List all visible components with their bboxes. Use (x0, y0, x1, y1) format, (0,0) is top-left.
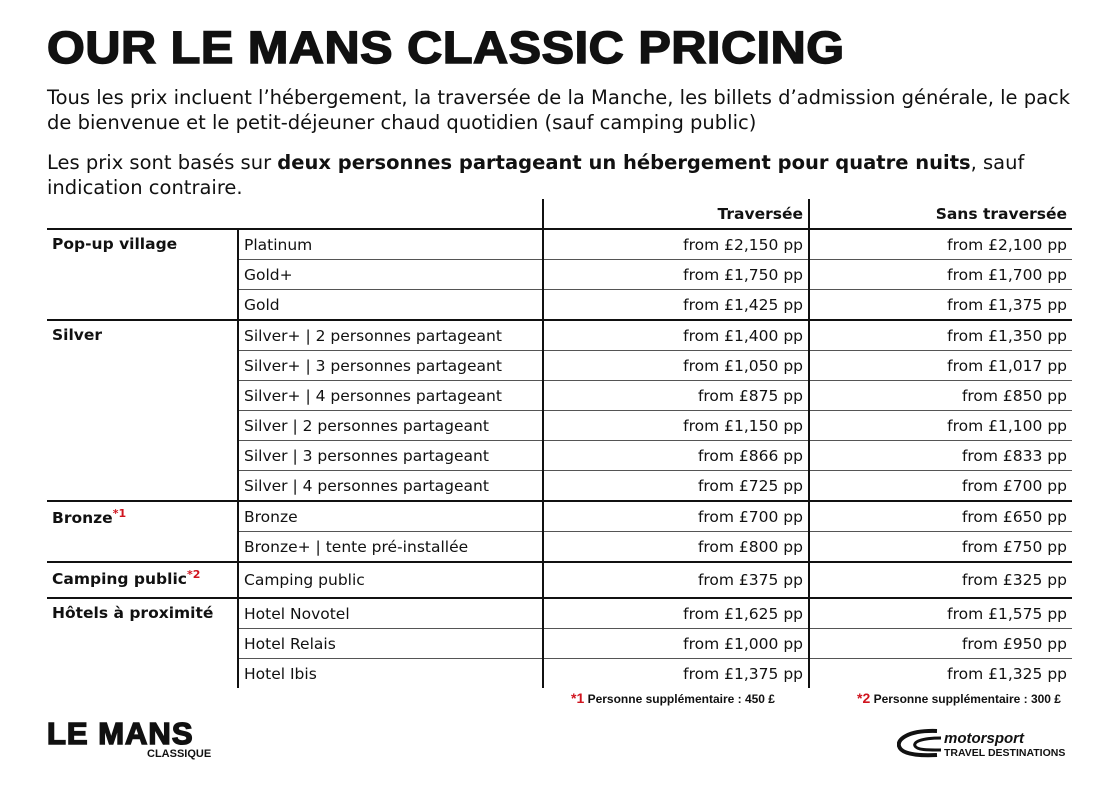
category-cell: Bronze*1 (47, 500, 238, 562)
svg-text:motorsport: motorsport (944, 730, 1025, 747)
price-sans-traversee: from £2,100 pp (808, 228, 1072, 260)
footnote-text: Personne supplémentaire : 450 £ (587, 692, 775, 706)
option-cell: Bronze (237, 500, 543, 532)
price-traversee: from £725 pp (542, 470, 809, 501)
basis-post: , sauf indication contraire. (47, 151, 1025, 199)
price-traversee: from £1,625 pp (542, 597, 809, 629)
footnote-mark: *1 (571, 690, 585, 706)
option-cell: Platinum (237, 228, 543, 260)
svg-text:CLASSIQUE: CLASSIQUE (147, 748, 211, 760)
price-traversee: from £2,150 pp (542, 228, 809, 260)
option-cell: Silver | 4 personnes partageant (237, 470, 543, 501)
price-sans-traversee: from £1,700 pp (808, 259, 1072, 290)
footnote-1: *1 Personne supplémentaire : 450 £ (571, 690, 775, 706)
header-traversee: Traversée (542, 199, 809, 230)
option-cell: Hotel Novotel (237, 597, 543, 629)
basis-pre: Les prix sont basés sur (47, 151, 278, 174)
price-sans-traversee: from £1,375 pp (808, 289, 1072, 320)
price-traversee: from £1,000 pp (542, 628, 809, 659)
table-row: Pop-up village Platinum from £2,150 pp from… (47, 228, 1072, 260)
price-traversee: from £1,400 pp (542, 319, 809, 351)
table-header: Traversée Sans traversée (47, 199, 1072, 230)
option-cell: Gold (237, 289, 543, 320)
price-traversee: from £1,375 pp (542, 658, 809, 688)
table-row: Bronze+ | tente pré-installée from £800 p… (47, 531, 1072, 562)
price-sans-traversee: from £850 pp (808, 380, 1072, 411)
svg-text:TRAVEL DESTINATIONS: TRAVEL DESTINATIONS (944, 747, 1065, 759)
footnote-marker: *1 (112, 507, 127, 520)
category-cell: Hôtels à proximité (47, 597, 238, 688)
footnote-marker: *2 (186, 568, 201, 581)
price-traversee: from £1,425 pp (542, 289, 809, 320)
table-row: Silver+ | 3 personnes partageant from £1,… (47, 350, 1072, 381)
intro-text: Tous les prix incluent l’hébergement, la… (47, 86, 1071, 134)
price-sans-traversee: from £950 pp (808, 628, 1072, 659)
table-row: Silver | 2 personnes partageant from £1,1… (47, 410, 1072, 441)
motorsport-travel-logo: motorsport TRAVEL DESTINATIONS (896, 728, 1072, 764)
option-cell: Hotel Relais (237, 628, 543, 659)
category-name: Silver (52, 326, 103, 344)
footnote-2: *2 Personne supplémentaire : 300 £ (857, 690, 1061, 706)
price-traversee: from £1,150 pp (542, 410, 809, 441)
table-row: Silver+ | 4 personnes partageant from £87… (47, 380, 1072, 411)
price-traversee: from £700 pp (542, 500, 809, 532)
price-sans-traversee: from £325 pp (808, 561, 1072, 598)
svg-text:LE MANS: LE MANS (47, 716, 194, 751)
option-cell: Bronze+ | tente pré-installée (237, 531, 543, 562)
category-cell: Pop-up village (47, 229, 238, 320)
price-sans-traversee: from £833 pp (808, 440, 1072, 471)
table-row: Gold from £1,425 pp from £1,375 pp (47, 289, 1072, 320)
page-title: OUR LE MANS CLASSIC PRICING (46, 21, 845, 74)
price-sans-traversee: from £1,017 pp (808, 350, 1072, 381)
option-cell: Silver | 3 personnes partageant (237, 440, 543, 471)
price-sans-traversee: from £1,350 pp (808, 319, 1072, 351)
table-row: Hôtels à proximité Hotel Novotel from £1,6… (47, 597, 1072, 688)
price-traversee: from £1,050 pp (542, 350, 809, 381)
table-row: Camping public*2 Camping public from £375 … (47, 561, 1072, 598)
pricing-table: Traversée Sans traversée Pop-up village P… (47, 199, 1072, 688)
table-row: Gold+ from £1,750 pp from £1,700 pp (47, 259, 1072, 290)
category-name: Hôtels à proximité (52, 604, 214, 622)
table-row: Hotel Ibis from £1,375 pp from £1,325 pp (47, 658, 1072, 688)
intro-basis: Les prix sont basés sur deux personnes p… (47, 150, 1087, 200)
price-traversee: from £375 pp (542, 561, 809, 598)
category-name: Bronze (52, 509, 113, 528)
price-sans-traversee: from £1,575 pp (808, 597, 1072, 629)
category-cell: Camping public*2 (47, 561, 238, 598)
table-row: Silver Silver+ | 2 personnes partageant fr… (47, 319, 1072, 501)
table-row: Hotel Relais from £1,000 pp from £950 pp (47, 628, 1072, 659)
option-cell: Gold+ (237, 259, 543, 290)
table-row: Silver | 4 personnes partageant from £725… (47, 470, 1072, 501)
option-cell: Silver+ | 2 personnes partageant (237, 319, 543, 351)
table-row: Silver | 3 personnes partageant from £866… (47, 440, 1072, 471)
price-sans-traversee: from £1,325 pp (808, 658, 1072, 688)
option-cell: Silver+ | 4 personnes partageant (237, 380, 543, 411)
category-name: Pop-up village (52, 235, 178, 253)
footnote-mark: *2 (857, 690, 871, 706)
option-cell: Silver+ | 3 personnes partageant (237, 350, 543, 381)
category-cell: Silver (47, 319, 238, 501)
price-traversee: from £1,750 pp (542, 259, 809, 290)
le-mans-classique-logo: LE MANS CLASSIQUE (46, 715, 227, 765)
table-row: Bronze*1 Bronze from £700 pp from £650 pp (47, 500, 1072, 562)
option-cell: Camping public (237, 561, 543, 598)
price-sans-traversee: from £1,100 pp (808, 410, 1072, 441)
price-traversee: from £866 pp (542, 440, 809, 471)
footnote-text: Personne supplémentaire : 300 £ (873, 692, 1061, 706)
header-blank (47, 199, 238, 230)
header-blank (238, 199, 543, 230)
header-sans-traversee: Sans traversée (808, 199, 1072, 230)
price-sans-traversee: from £750 pp (808, 531, 1072, 562)
category-name: Camping public (52, 570, 187, 589)
price-traversee: from £875 pp (542, 380, 809, 411)
option-cell: Hotel Ibis (237, 658, 543, 688)
price-sans-traversee: from £700 pp (808, 470, 1072, 501)
basis-bold: deux personnes partageant un hébergement… (277, 151, 971, 174)
price-traversee: from £800 pp (542, 531, 809, 562)
price-sans-traversee: from £650 pp (808, 500, 1072, 532)
option-cell: Silver | 2 personnes partageant (237, 410, 543, 441)
